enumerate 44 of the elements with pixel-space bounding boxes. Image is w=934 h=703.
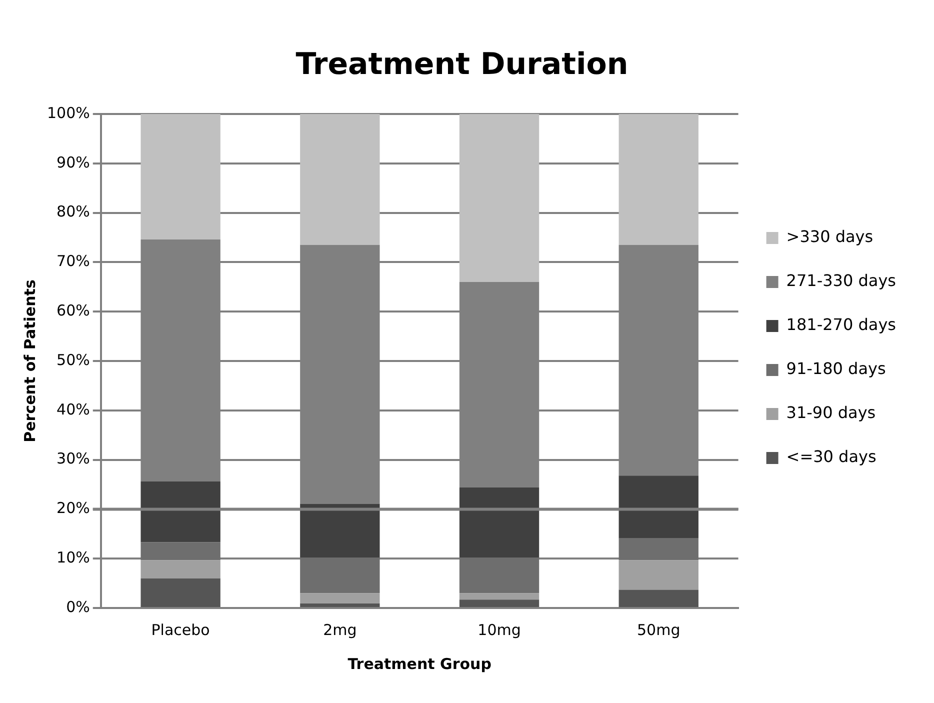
bar (618, 560, 698, 590)
bar (459, 593, 540, 600)
y-tick-label: 90% (56, 153, 90, 172)
legend-label: 271-330 days (786, 271, 896, 290)
y-tick-label: 20% (56, 499, 90, 518)
y-tick-label: 60% (56, 301, 90, 320)
x-tick-label: Placebo (151, 620, 210, 639)
bar (459, 600, 540, 607)
bar (300, 558, 380, 594)
x-tick-label: 2mg (323, 620, 357, 639)
bar (300, 504, 380, 558)
bar (459, 487, 540, 558)
chart-title: Treatment Duration (296, 46, 628, 82)
legend-label: 91-180 days (786, 359, 886, 378)
x-axis-title: Treatment Group (348, 654, 492, 673)
bar (618, 590, 698, 607)
bar (300, 604, 380, 607)
bar (140, 482, 220, 542)
legend-label: 31-90 days (786, 403, 876, 422)
y-tick-label: 80% (56, 202, 90, 221)
bar (300, 114, 380, 245)
bar (140, 542, 220, 560)
y-tick-label: 40% (56, 400, 90, 418)
bar (459, 114, 540, 282)
y-tick-label: 100% (46, 104, 90, 122)
bar (140, 578, 220, 607)
y-tick-label: 50% (56, 350, 90, 369)
bar (300, 593, 380, 604)
y-tick-label: 10% (56, 548, 90, 566)
legend-label: 181-270 days (786, 315, 896, 334)
x-tick-label: 10mg (478, 620, 521, 639)
y-tick-label: 0% (66, 598, 90, 616)
bar (140, 560, 220, 578)
y-tick-label: 30% (56, 450, 90, 468)
bar (618, 114, 698, 245)
legend-label: <=30 days (786, 447, 876, 466)
x-tick-label: 50mg (637, 620, 680, 639)
bar (140, 114, 220, 240)
legend-label: >330 days (786, 227, 874, 246)
bar (618, 538, 698, 560)
y-tick-label: 70% (56, 252, 90, 270)
y-axis-title: Percent of Patients (20, 280, 39, 442)
bar (618, 476, 698, 538)
bar (459, 558, 540, 594)
